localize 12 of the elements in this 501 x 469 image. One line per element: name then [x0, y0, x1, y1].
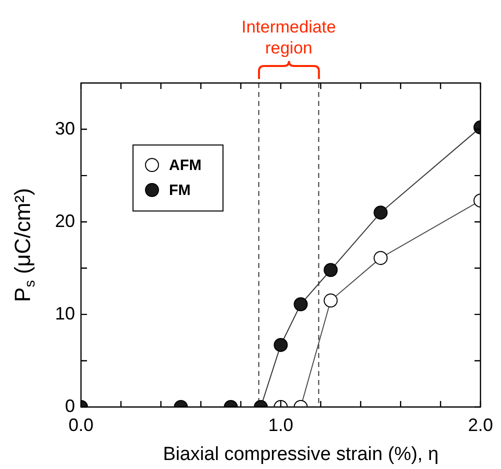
- text: Intermediate region: [241, 18, 336, 58]
- legend-label: AFM: [169, 157, 202, 174]
- x-tick-label: 2.0: [468, 414, 494, 435]
- y-tick-label: 30: [54, 118, 75, 138]
- y-tick-label: 10: [54, 303, 75, 324]
- x-axis-title: Biaxial compressive strain (%), η: [162, 444, 439, 466]
- x-tick-label: 1.0: [268, 414, 294, 435]
- y-tick-label: 0: [64, 396, 75, 416]
- y-axis-title: Ps (μC/cm²): [10, 188, 39, 302]
- x-tick-label: 0.0: [68, 414, 94, 435]
- legend-label: FM: [169, 182, 191, 200]
- y-tick-label: 20: [54, 210, 75, 231]
